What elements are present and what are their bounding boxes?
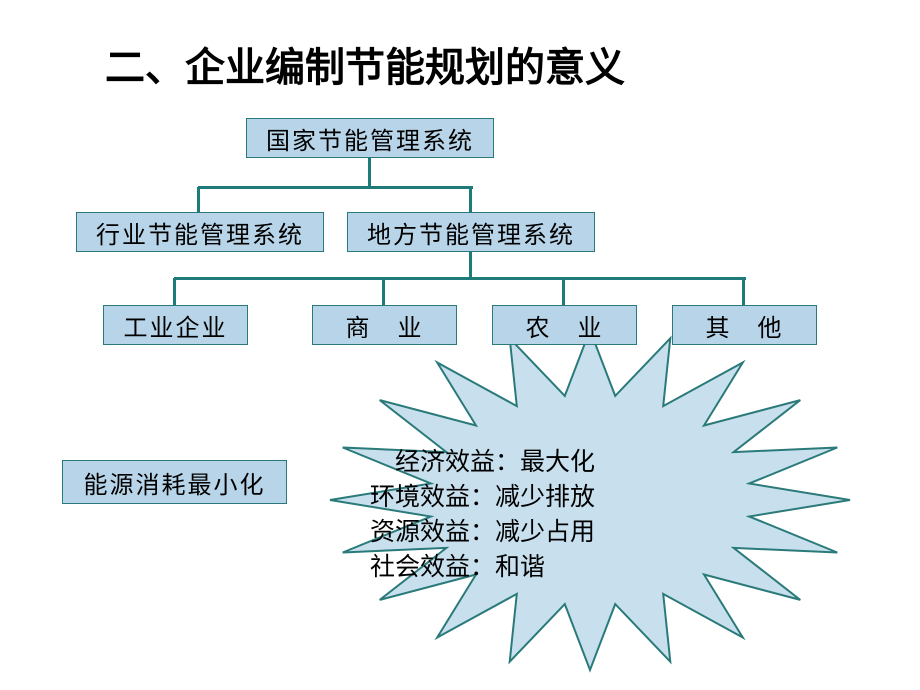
node-industry-system: 行业节能管理系统 xyxy=(76,212,324,252)
connector-horiz2 xyxy=(174,277,746,280)
node-commerce: 商 业 xyxy=(312,305,457,345)
connector-leaf4 xyxy=(742,278,745,305)
benefit-line-4: 社会效益：和谐 xyxy=(370,547,545,583)
benefit-line-2: 环境效益：减少排放 xyxy=(370,477,595,513)
benefit-line-1: 经济效益：最大化 xyxy=(370,442,595,478)
node-energy-min: 能源消耗最小化 xyxy=(62,460,287,504)
connector-top-down xyxy=(368,158,371,188)
page-title: 二、企业编制节能规划的意义 xyxy=(105,35,625,93)
connector-leaf1 xyxy=(173,278,176,305)
node-agriculture: 农 业 xyxy=(492,305,637,345)
connector-l2-right xyxy=(469,187,472,212)
connector-l2r-down xyxy=(469,252,472,278)
benefit-line-3: 资源效益：减少占用 xyxy=(370,512,595,548)
node-industrial-enterprise: 工业企业 xyxy=(103,305,248,345)
node-national-system: 国家节能管理系统 xyxy=(246,118,494,158)
node-other: 其 他 xyxy=(672,305,817,345)
connector-horiz1 xyxy=(198,186,473,189)
node-local-system: 地方节能管理系统 xyxy=(347,212,595,252)
connector-leaf2 xyxy=(382,278,385,305)
connector-l2-left xyxy=(197,187,200,212)
connector-leaf3 xyxy=(562,278,565,305)
